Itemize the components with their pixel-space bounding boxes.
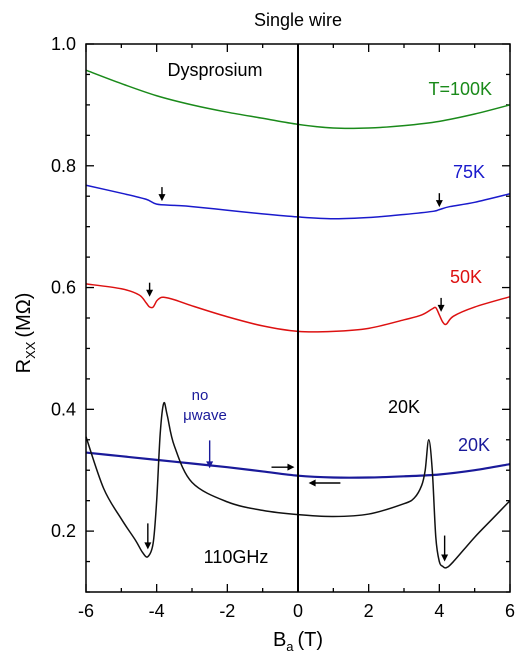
chart-title: Single wire [254,10,342,30]
annotation-110ghz: 110GHz [204,547,269,567]
arrow-50k-left-head [146,289,154,297]
arrow-75k-right-head [435,200,443,208]
x-tick-label: 0 [293,601,303,621]
x-tick-label: -4 [149,601,165,621]
arrow-50k-right-head [437,304,445,312]
y-tick-label: 0.4 [51,399,76,419]
label-20k-black: 20K [388,397,420,417]
y-tick-label: 0.2 [51,521,76,541]
y-tick-label: 1.0 [51,34,76,54]
y-tick-label: 0.8 [51,156,76,176]
y-axis-label-unit: (MΩ) [13,293,35,338]
x-tick-label: -6 [78,601,94,621]
y-axis-label: RXX (MΩ) [13,293,38,374]
label-20k-blue: 20K [458,435,490,455]
arrow-20k-left-head [144,542,152,550]
annotation-no: no [192,387,209,404]
label-75k: 75K [453,162,485,182]
label-50k: 50K [450,267,482,287]
arrow-75k-left-head [158,194,166,202]
label-100k: T=100K [428,79,492,99]
sweep-arrow-down-head [308,479,316,487]
series-20k-110ghz-line [85,401,511,569]
y-tick-label: 0.6 [51,278,76,298]
annotation-microwave: μwave [183,407,227,424]
x-tick-label: 2 [364,601,374,621]
plot-frame [85,43,511,593]
y-axis-label-sub: XX [23,341,38,359]
arrow-no-microwave-head [206,461,214,469]
x-tick-label: 4 [434,601,444,621]
sweep-arrow-up-head [287,463,295,471]
x-tick-label: 6 [505,601,515,621]
x-tick-label: -2 [219,601,235,621]
x-axis-label-unit: (T) [298,629,324,651]
y-axis-label-main: R [13,359,35,373]
markers [144,187,449,562]
tick-labels: -6 -4 -2 0 2 4 6 0.2 0.4 0.6 0.8 1.0 [51,34,515,621]
arrow-20k-right-head [441,554,449,562]
annotation-dysprosium: Dysprosium [167,60,262,80]
x-axis-label: Ba (T) [273,629,323,652]
series-50k-line [85,283,511,333]
x-axis-label-main: B [273,629,286,651]
x-axis-label-sub: a [286,639,294,652]
